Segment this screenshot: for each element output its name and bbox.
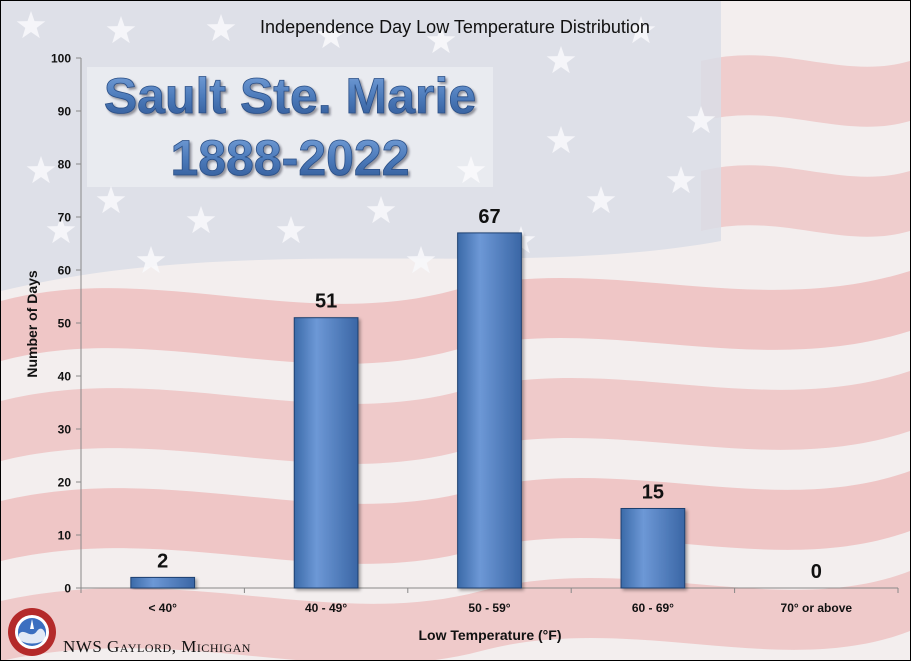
chart-title: Independence Day Low Temperature Distrib… <box>260 17 650 37</box>
data-label-4: 0 <box>811 561 822 583</box>
star-icon <box>136 246 166 274</box>
y-tick-label: 80 <box>58 158 72 172</box>
star-icon <box>406 246 436 274</box>
star-icon <box>626 16 656 44</box>
y-tick-label: 30 <box>58 423 72 437</box>
bar-3 <box>620 508 686 589</box>
x-tick-label: < 40° <box>148 601 177 615</box>
y-tick-label: 100 <box>51 52 71 66</box>
y-axis-label: Number of Days <box>24 270 40 378</box>
star-icon <box>426 26 456 54</box>
star-icon <box>106 16 136 44</box>
star-icon <box>276 216 306 244</box>
star-icon <box>546 46 576 74</box>
y-tick-labels: 0 10 20 30 40 50 60 70 80 90 100 <box>51 52 71 596</box>
star-icon <box>686 106 716 134</box>
footer-credit: NWS Gaylord, Michigan <box>63 637 251 656</box>
y-tick-label: 10 <box>58 529 72 543</box>
x-tick-label: 40 - 49° <box>305 601 347 615</box>
star-icon <box>206 14 236 42</box>
star-icon <box>186 206 216 234</box>
bar-2 <box>457 232 522 589</box>
y-tick-label: 40 <box>58 370 72 384</box>
x-tick-labels: < 40° 40 - 49° 50 - 59° 60 - 69° 70° or abov… <box>148 601 852 615</box>
bar-1 <box>293 317 359 589</box>
y-tick-label: 0 <box>64 582 71 596</box>
star-icon <box>366 196 396 224</box>
star-icon <box>546 126 576 154</box>
y-tick-label: 60 <box>58 264 72 278</box>
y-tick-label: 70 <box>58 211 72 225</box>
overlay-title-box <box>87 67 493 187</box>
star-icon <box>96 186 126 214</box>
star-icon <box>26 156 56 184</box>
x-axis-label: Low Temperature (°F) <box>418 627 561 643</box>
bar-0 <box>130 576 196 589</box>
nws-seal-icon <box>8 608 56 656</box>
overlay-title-line-2: 1888-2022 <box>170 130 409 186</box>
x-tick-label: 60 - 69° <box>632 601 674 615</box>
data-label-3: 15 <box>642 482 664 504</box>
star-icon <box>586 186 616 214</box>
x-tick-label: 50 - 59° <box>468 601 510 615</box>
data-label-0: 2 <box>157 550 168 572</box>
star-icon <box>46 216 76 244</box>
y-tick-label: 50 <box>58 317 72 331</box>
y-tick-label: 90 <box>58 105 72 119</box>
y-tick-label: 20 <box>58 476 72 490</box>
star-icon <box>16 11 46 39</box>
star-icon <box>316 21 346 49</box>
overlay-title-line-1: Sault Ste. Marie <box>104 68 476 124</box>
data-label-1: 51 <box>315 291 337 313</box>
bars <box>130 232 686 589</box>
x-tick-label: 70° or above <box>781 601 853 615</box>
data-labels: 2 51 67 15 0 <box>157 206 822 583</box>
star-icon <box>666 166 696 194</box>
star-icon <box>456 156 486 184</box>
data-label-2: 67 <box>478 206 500 228</box>
